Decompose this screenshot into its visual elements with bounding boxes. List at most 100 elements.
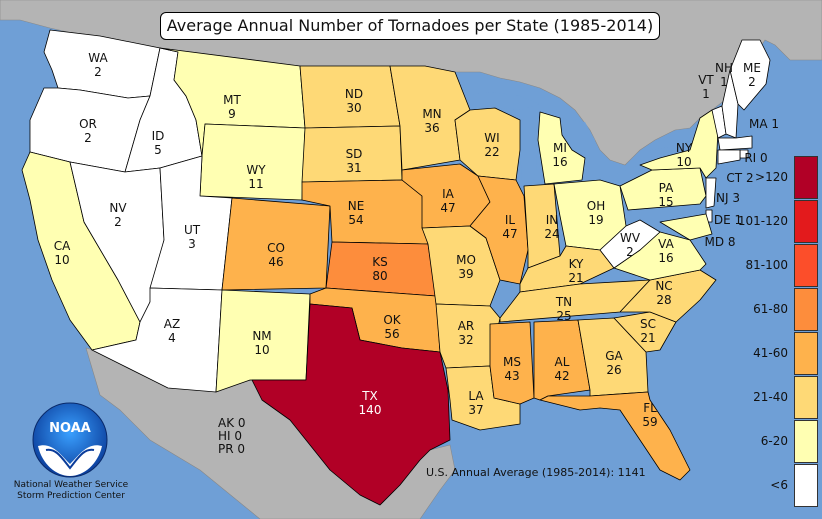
- legend-label: <6: [770, 478, 788, 492]
- state-count: 42: [554, 369, 569, 383]
- state-count: 59: [642, 415, 657, 429]
- state-label-mn: MN 36: [422, 107, 441, 135]
- credit-line: National Weather Service: [13, 480, 129, 490]
- state-label-in: IN 24: [544, 213, 559, 241]
- state-count: 1: [720, 75, 728, 89]
- state-count: 4: [168, 331, 176, 345]
- legend-swatch: [794, 420, 818, 463]
- state-abbr: AL: [555, 355, 570, 369]
- state-count: 37: [468, 403, 483, 417]
- state-abbr: KS: [372, 255, 388, 269]
- state-abbr: RI: [744, 151, 760, 165]
- legend-labels: >120 101-120 81-100 61-80 41-60 21-40 6-20 <6: [700, 156, 796, 508]
- state-abbr: CA: [54, 239, 71, 253]
- state-shape-wy: [199, 123, 306, 201]
- state-label-tn: TN 25: [555, 295, 572, 323]
- state-label-me: ME 2: [743, 61, 761, 89]
- state-label-mi: MI 16: [552, 141, 567, 169]
- state-count: 22: [484, 145, 499, 159]
- legend-swatch: [794, 464, 818, 507]
- state-label-oh: OH 19: [587, 199, 605, 227]
- state-label-tx: TX 140: [359, 389, 382, 417]
- state-shape-md: [659, 213, 713, 241]
- state-abbr: AZ: [164, 317, 180, 331]
- state-label-md: MD 8: [704, 235, 735, 249]
- state-shape-wi: [454, 107, 521, 181]
- state-abbr: MD: [704, 235, 727, 249]
- state-abbr: SC: [640, 317, 656, 331]
- state-label-nh: NH 1: [715, 61, 733, 89]
- state-count: 21: [640, 331, 655, 345]
- state-count: 2: [748, 75, 756, 89]
- state-shape-mi: [537, 111, 586, 185]
- state-abbr: OH: [587, 199, 605, 213]
- state-label-nc: NC 28: [655, 279, 672, 307]
- legend-swatch: [794, 376, 818, 419]
- legend-swatch: [794, 288, 818, 331]
- state-shape-ms: [489, 321, 535, 405]
- state-label-ny: NY 10: [676, 141, 693, 169]
- state-label-nj: NJ 3: [716, 191, 740, 205]
- state-abbr: GA: [605, 349, 623, 363]
- state-abbr: WY: [246, 163, 266, 177]
- lake-huron: [560, 118, 595, 158]
- state-count: 24: [544, 227, 559, 241]
- legend-label: 41-60: [753, 346, 788, 360]
- state-label-la: LA 37: [468, 389, 484, 417]
- state-label-ct: CT 2: [726, 171, 753, 185]
- state-abbr: NM: [252, 329, 271, 343]
- state-label-al: AL 42: [554, 355, 569, 383]
- noaa-logo: NOAA: [32, 402, 108, 478]
- state-abbr: DE: [714, 213, 735, 227]
- state-label-ut: UT 3: [184, 223, 201, 251]
- state-count: 10: [676, 155, 691, 169]
- state-label-nd: ND 30: [345, 87, 363, 115]
- state-count: 0: [760, 151, 768, 165]
- state-label-nm: NM 10: [252, 329, 271, 357]
- legend-label: 21-40: [753, 390, 788, 404]
- state-abbr: PA: [659, 181, 674, 195]
- state-abbr: CO: [267, 241, 285, 255]
- state-count: 19: [588, 213, 603, 227]
- state-label-il: IL 47: [502, 213, 517, 241]
- state-count: 10: [254, 343, 269, 357]
- state-count: 46: [268, 255, 283, 269]
- state-shape-wv: [599, 219, 661, 269]
- state-abbr: OK: [383, 313, 401, 327]
- state-label-ri: RI 0: [744, 151, 767, 165]
- states-layer: [21, 29, 771, 506]
- lake-michigan: [520, 118, 538, 190]
- state-shape-nj: [705, 177, 717, 209]
- state-count: 15: [658, 195, 673, 209]
- state-count: 3: [188, 237, 196, 251]
- state-count: 32: [458, 333, 473, 347]
- state-count: 25: [556, 309, 571, 323]
- state-abbr: ME: [743, 61, 761, 75]
- state-count: 43: [504, 369, 519, 383]
- state-count: 56: [384, 327, 399, 341]
- territory-hi: HI 0: [218, 429, 243, 443]
- state-abbr: TX: [361, 389, 378, 403]
- state-label-ks: KS 80: [372, 255, 388, 283]
- state-abbr: ID: [152, 129, 165, 143]
- state-abbr: UT: [184, 223, 201, 237]
- state-label-ca: CA 10: [54, 239, 71, 267]
- state-abbr: MN: [422, 107, 441, 121]
- state-count: 2: [626, 245, 634, 259]
- state-count: 16: [658, 251, 673, 265]
- state-count: 26: [606, 363, 621, 377]
- state-count: 3: [732, 191, 740, 205]
- state-count: 2: [114, 215, 122, 229]
- state-abbr: CT: [726, 171, 746, 185]
- state-label-ia: IA 47: [440, 187, 455, 215]
- state-abbr: FL: [643, 401, 657, 415]
- state-count: 47: [502, 227, 517, 241]
- legend-label: >120: [755, 170, 788, 184]
- state-shape-fl: [539, 391, 691, 481]
- state-count: 80: [372, 269, 387, 283]
- state-abbr: SD: [346, 147, 363, 161]
- state-label-ok: OK 56: [383, 313, 401, 341]
- state-abbr: LA: [468, 389, 484, 403]
